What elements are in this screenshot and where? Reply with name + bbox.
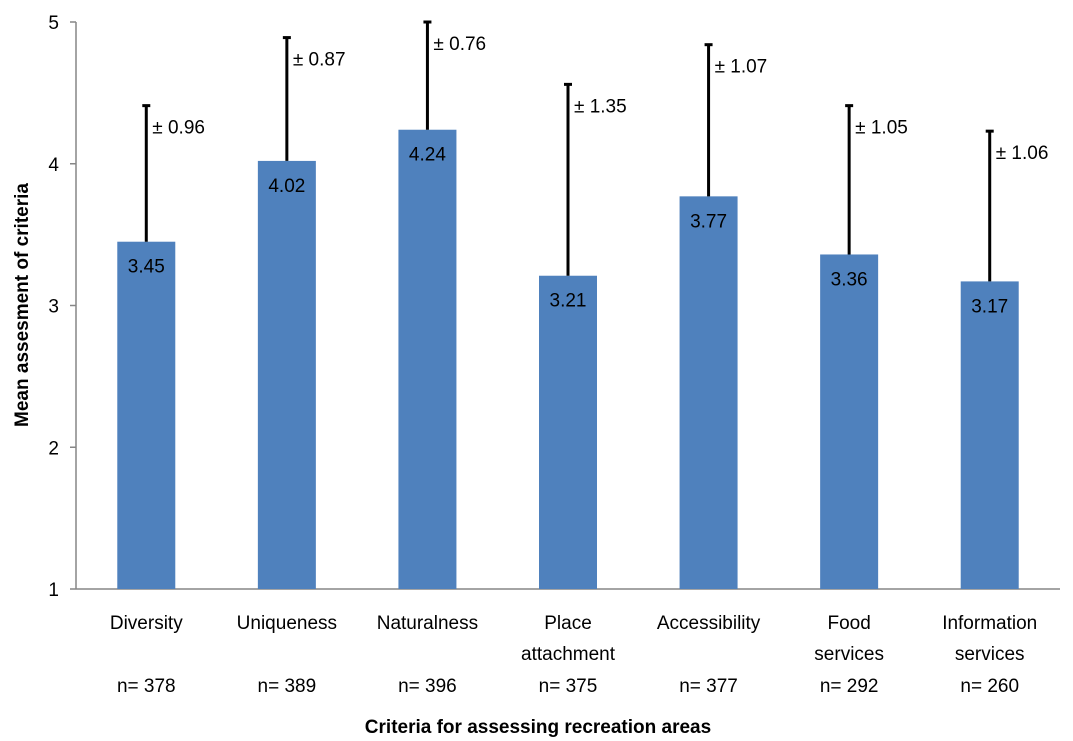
value-label: 3.36 <box>831 269 868 290</box>
error-bars <box>142 20 994 282</box>
axes: 1 2 3 4 5 <box>48 13 1060 601</box>
bar <box>117 241 176 589</box>
bar <box>539 275 597 589</box>
sample-size-label: n= 378 <box>117 676 176 697</box>
error-label: ± 0.87 <box>293 50 346 71</box>
error-label: ± 1.05 <box>855 118 908 139</box>
bars <box>117 129 1019 590</box>
value-label: 4.02 <box>268 176 305 197</box>
y-tick-label: 2 <box>48 438 59 459</box>
x-axis-title: Criteria for assessing recreation areas <box>365 717 711 738</box>
x-tick-label: services <box>955 644 1025 665</box>
x-tick-label: Place <box>544 613 592 634</box>
x-tick-label: Information <box>942 613 1037 634</box>
sample-size-label: n= 389 <box>258 676 317 697</box>
x-tick-label: Accessibility <box>657 613 761 634</box>
sample-size-label: n= 292 <box>820 676 879 697</box>
error-label: ± 0.76 <box>433 34 486 55</box>
y-axis-title: Mean assesment of criteria <box>12 183 33 427</box>
bar <box>398 129 457 590</box>
x-tick-label: attachment <box>521 644 616 665</box>
bar <box>679 196 738 590</box>
bar <box>820 254 879 589</box>
bar <box>257 160 316 590</box>
error-label: ± 0.96 <box>152 118 205 139</box>
y-tick-label: 5 <box>48 13 59 34</box>
bar <box>960 281 1019 589</box>
labels: ± 0.96 3.45 Diversity n= 378 ± 0.87 4.02 Uniqu… <box>110 34 1049 697</box>
error-label: ± 1.07 <box>715 57 768 78</box>
value-label: 3.17 <box>971 296 1008 317</box>
x-tick-label: Uniqueness <box>237 613 337 634</box>
sample-size-label: n= 375 <box>539 676 598 697</box>
sample-size-label: n= 377 <box>679 676 738 697</box>
sample-size-label: n= 260 <box>960 676 1019 697</box>
x-tick-label: services <box>814 644 884 665</box>
value-label: 3.21 <box>550 291 587 312</box>
x-tick-label: Naturalness <box>377 613 478 634</box>
error-label: ± 1.06 <box>996 143 1049 164</box>
y-tick-label: 1 <box>48 580 59 601</box>
value-label: 3.77 <box>690 211 727 232</box>
value-label: 3.45 <box>128 257 165 278</box>
value-label: 4.24 <box>409 145 446 166</box>
y-tick-label: 4 <box>48 155 59 176</box>
error-label: ± 1.35 <box>574 96 627 117</box>
x-tick-label: Food <box>827 613 870 634</box>
sample-size-label: n= 396 <box>398 676 457 697</box>
x-tick-label: Diversity <box>110 613 183 634</box>
y-tick-label: 3 <box>48 297 59 318</box>
